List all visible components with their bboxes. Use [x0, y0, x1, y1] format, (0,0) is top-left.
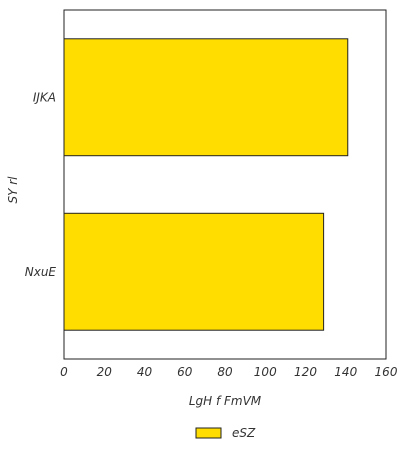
x-tick-label: 80 [217, 365, 233, 379]
x-tick-label: 40 [137, 365, 153, 379]
x-tick-label: 160 [375, 365, 398, 379]
y-axis-label: SY rl [6, 176, 20, 204]
legend-swatch [195, 427, 222, 439]
x-tick-label: 0 [60, 365, 68, 379]
x-tick-label: 20 [97, 365, 113, 379]
legend: eSZ [195, 426, 256, 440]
x-tick-label: 140 [334, 365, 357, 379]
x-tick-label: 120 [294, 365, 317, 379]
x-axis-label: LgH f FmVM [189, 394, 262, 408]
bar-nxue [63, 212, 325, 331]
x-tick-label: 60 [177, 365, 193, 379]
plot-area [63, 9, 387, 360]
bar-ijka [63, 38, 349, 157]
y-tick-label: NxuE [25, 265, 57, 279]
x-tick-label: 100 [254, 365, 277, 379]
legend-label: eSZ [232, 426, 256, 440]
y-tick-label: IJKA [33, 90, 56, 104]
